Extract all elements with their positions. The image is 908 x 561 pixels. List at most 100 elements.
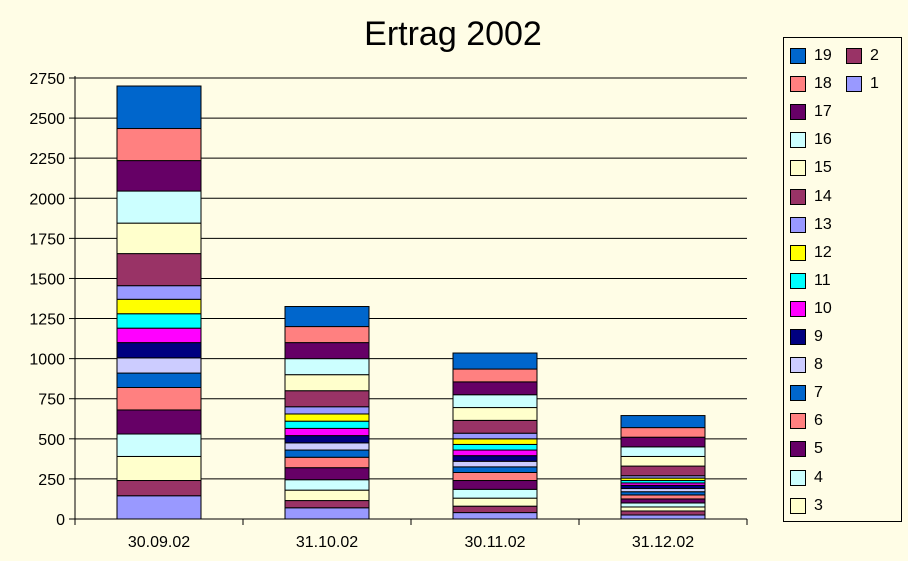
bar-segment-series-11 [116, 313, 202, 329]
legend-item-13: 13 [790, 216, 832, 234]
bar-segment-series-19 [284, 306, 370, 328]
y-tick-label: 2500 [29, 111, 65, 128]
legend-item-10: 10 [790, 300, 832, 318]
legend-label: 11 [814, 271, 831, 289]
x-tick-label: 31.10.02 [296, 534, 358, 551]
legend-label: 16 [814, 131, 832, 149]
bar-segment-series-17 [284, 342, 370, 360]
bar-segment-series-4 [116, 433, 202, 457]
y-tick-label: 500 [38, 432, 65, 449]
legend-item-4: 4 [790, 469, 823, 487]
bar-segment-series-18 [116, 128, 202, 162]
legend-swatch [790, 300, 806, 317]
legend-swatch [790, 216, 806, 233]
legend-item-3: 3 [790, 497, 823, 515]
legend-label: 2 [870, 47, 879, 64]
legend-swatch [846, 48, 862, 64]
legend-label: 9 [814, 328, 823, 345]
bar-segment-series-7 [452, 466, 538, 473]
legend-label: 5 [814, 440, 823, 458]
bar-segment-series-6 [116, 387, 202, 411]
y-tick-label: 2250 [29, 151, 65, 168]
legend-swatch [790, 497, 806, 514]
legend-swatch [790, 132, 806, 149]
axes [69, 76, 748, 525]
legend-label: 1 [870, 75, 879, 93]
chart-title: Ertrag 2002 [364, 15, 542, 53]
bar-segment-series-14 [116, 253, 202, 287]
bar-segment-series-6 [284, 456, 370, 469]
legend-swatch [790, 385, 806, 402]
legend-item-6: 6 [790, 412, 823, 430]
y-tick-label: 1750 [29, 231, 65, 248]
legend-label: 13 [814, 215, 832, 233]
legend-item-19: 19 [790, 47, 832, 65]
legend-label: 10 [814, 299, 832, 317]
bar-segment-series-8 [116, 357, 202, 374]
bar-segment-series-11 [452, 443, 538, 451]
bar-segment-series-17 [452, 381, 538, 396]
legend-swatch [790, 469, 806, 486]
x-tick-label: 31.12.02 [632, 534, 694, 551]
bar-segment-series-5 [620, 498, 706, 504]
bar-segment-series-8 [452, 460, 538, 468]
bar-segment-series-19 [452, 352, 538, 370]
bar-segment-series-16 [116, 190, 202, 224]
bars [116, 85, 706, 520]
bar-segment-series-14 [284, 390, 370, 408]
legend-label: 12 [814, 243, 832, 261]
legend-swatch [790, 160, 806, 177]
legend-swatch [790, 48, 806, 64]
legend-label: 3 [814, 496, 823, 514]
bar-segment-series-16 [284, 358, 370, 376]
bar-segment-series-6 [452, 471, 538, 482]
legend-swatch [790, 188, 806, 205]
legend-swatch [846, 76, 862, 93]
legend-item-5: 5 [790, 440, 823, 458]
legend-item-17: 17 [790, 103, 832, 121]
legend-label: 15 [814, 159, 832, 177]
bar-segment-series-3 [620, 506, 706, 512]
legend-swatch [790, 272, 806, 289]
bar-segment-series-10 [452, 449, 538, 457]
legend-label: 18 [814, 75, 832, 93]
y-tick-label: 250 [38, 472, 65, 489]
legend-swatch [790, 357, 806, 374]
bar-segment-series-15 [452, 407, 538, 421]
bar-segment-series-12 [116, 298, 202, 315]
bar-segment-series-2 [116, 480, 202, 497]
bar-segment-series-1 [620, 514, 706, 520]
bar-segment-series-15 [620, 455, 706, 467]
legend-swatch [790, 413, 806, 430]
x-tick-label: 30.11.02 [464, 534, 525, 551]
y-tick-label: 2000 [29, 191, 65, 208]
bar-segment-series-5 [284, 467, 370, 481]
y-tick-label: 1000 [29, 352, 65, 369]
bar-segment-series-14 [452, 419, 538, 434]
legend-swatch [790, 441, 806, 458]
bar-segment-series-19 [620, 415, 706, 429]
legend-item-16: 16 [790, 131, 832, 149]
legend-item-15: 15 [790, 159, 832, 177]
y-tick-label: 750 [38, 392, 65, 409]
bar-segment-series-2 [620, 510, 706, 516]
bar-segment-series-9 [452, 455, 538, 462]
bar-segment-series-11 [284, 420, 370, 429]
bar-segment-series-13 [284, 406, 370, 415]
legend-label: 4 [814, 468, 823, 486]
bar-segment-series-17 [620, 436, 706, 448]
bar-segment-series-19 [116, 85, 202, 130]
legend-item-7: 7 [790, 384, 823, 402]
legend-label: 19 [814, 47, 832, 64]
legend-item-18: 18 [790, 75, 832, 93]
bar-segment-series-2 [284, 500, 370, 509]
y-tick-label: 0 [56, 512, 65, 529]
bar-segment-series-10 [116, 327, 202, 344]
bar-segment-series-1 [452, 512, 538, 520]
bar-segment-series-17 [116, 160, 202, 192]
y-tick-label: 1250 [29, 312, 65, 329]
bar-segment-series-18 [620, 427, 706, 438]
bar-segment-series-4 [284, 479, 370, 491]
bar-segment-series-3 [284, 489, 370, 502]
